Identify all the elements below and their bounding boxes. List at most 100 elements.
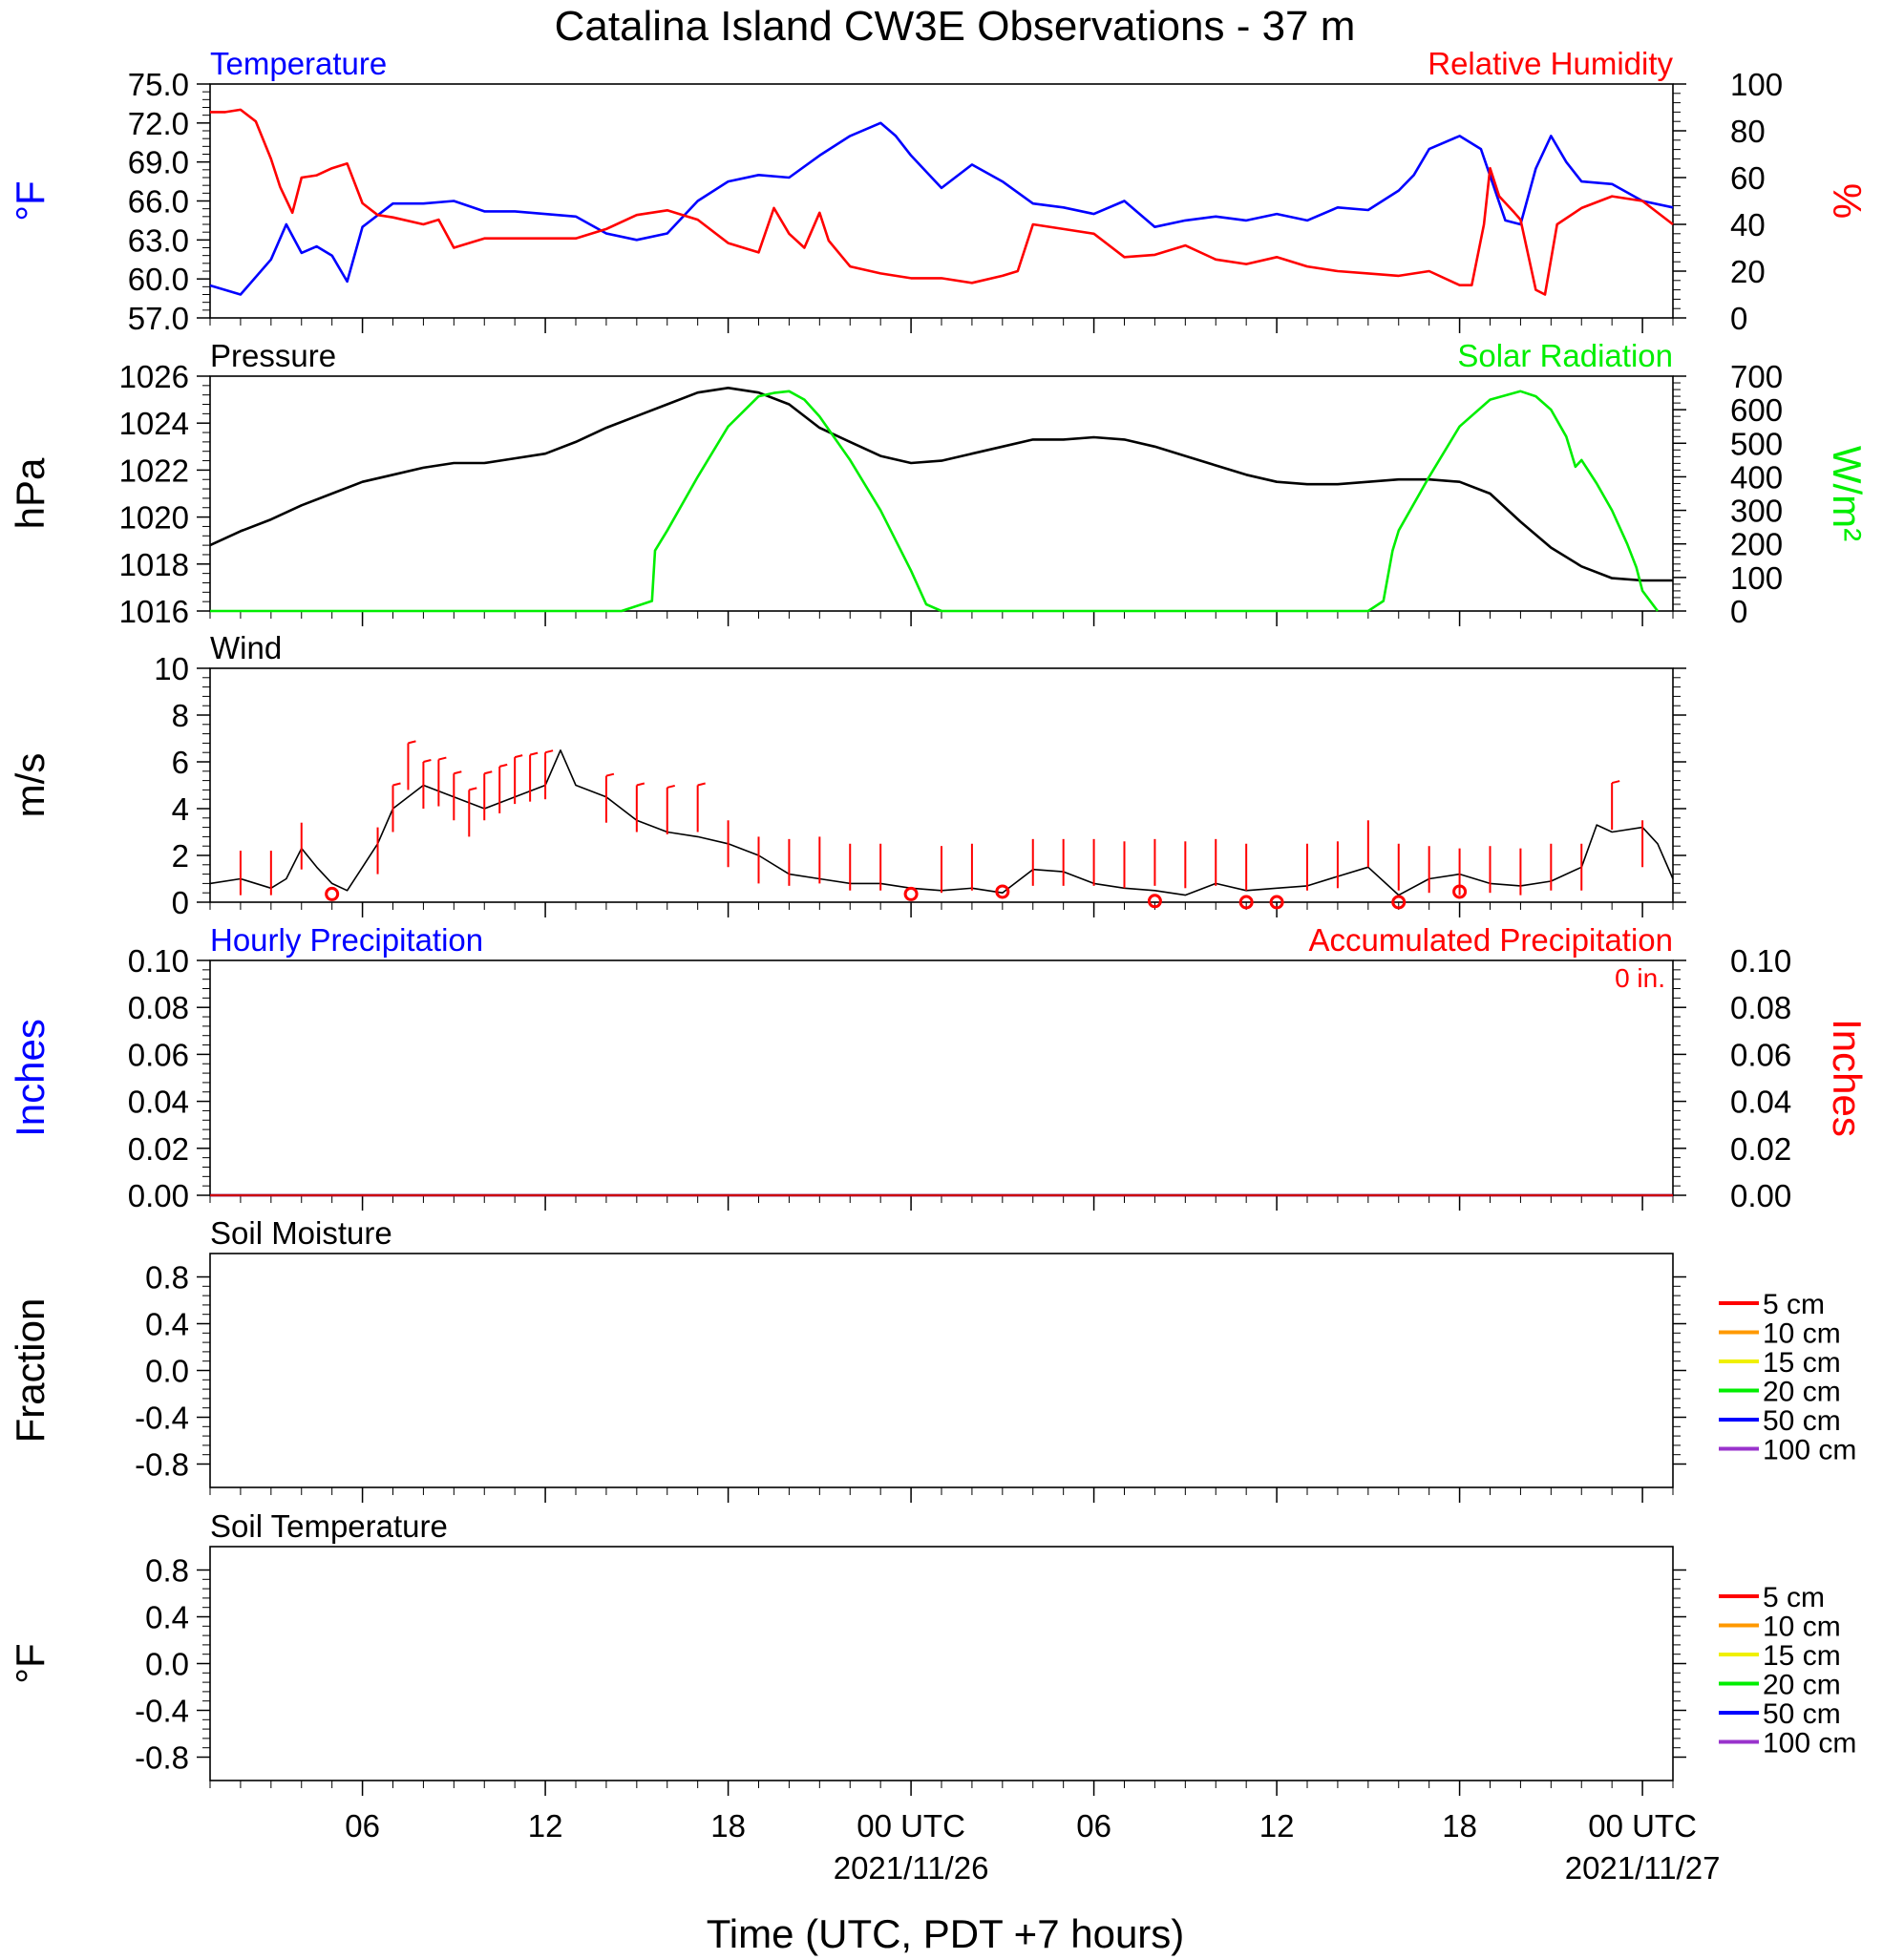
series-line-pressure [209, 386, 1673, 582]
y-tick-label-left: -0.4 [135, 1401, 189, 1436]
legend-label: 15 cm [1763, 1347, 1841, 1379]
panel-title-left: Pressure [210, 338, 336, 373]
y-tick-label-right: 0.00 [1730, 1178, 1791, 1213]
y-axis-title-left: Inches [8, 1019, 53, 1137]
calm-marker [1269, 895, 1284, 910]
wind-gust-flag [438, 756, 447, 761]
y-tick-label-left: 1022 [119, 453, 189, 488]
y-tick-label-left: 1020 [119, 500, 189, 536]
y-tick-label-right: 200 [1730, 527, 1783, 562]
x-tick-label: 00 UTC [857, 1808, 965, 1844]
y-tick-label-right: 300 [1730, 494, 1783, 529]
x-tick-date-label: 2021/11/26 [834, 1850, 989, 1886]
y-axis-title-right: Inches [1825, 1019, 1870, 1137]
y-tick-label-left: 69.0 [128, 145, 189, 180]
y-tick-label-right: 100 [1730, 67, 1783, 102]
y-tick-label-left: 0.4 [145, 1307, 189, 1342]
wind-gust-flag [423, 759, 432, 763]
wind-gust-flag [498, 763, 508, 768]
y-tick-label-left: 4 [172, 791, 189, 827]
y-tick-label-left: 0.4 [145, 1600, 189, 1635]
panel-title-right: Accumulated Precipitation [1308, 922, 1673, 958]
y-tick-label-left: 72.0 [128, 106, 189, 141]
wind-gust-flag [636, 782, 645, 787]
y-tick-label-right: 700 [1730, 359, 1783, 394]
y-tick-label-right: 0.06 [1730, 1037, 1791, 1072]
panel-temperature-humidity: 57.0 60.0 63.066.0 69.0 72.0 75.0 0 20 40 60 80 100… [8, 46, 1870, 336]
wind-gust-flag [544, 749, 554, 754]
panel-title-left: Temperature [210, 46, 387, 81]
y-tick-label-right: 20 [1730, 254, 1766, 289]
y-tick-label-left: -0.8 [135, 1447, 189, 1483]
legend-label: 100 cm [1763, 1435, 1856, 1466]
wind-gust-flag [469, 787, 477, 791]
x-tick-label: 18 [710, 1808, 746, 1844]
legend-label: 10 cm [1763, 1612, 1841, 1643]
y-tick-label-left: 2 [172, 838, 189, 874]
y-tick-label-left: 6 [172, 745, 189, 780]
legend-label: 20 cm [1763, 1377, 1841, 1408]
y-tick-label-right: 100 [1730, 560, 1783, 596]
y-tick-label-left: 8 [172, 698, 189, 733]
y-axis-title-right: W/m² [1825, 446, 1870, 541]
chart-title: Catalina Island CW3E Observations - 37 m [555, 3, 1356, 50]
y-tick-label-left: 0.06 [128, 1037, 189, 1072]
wind-gust-flag [484, 770, 493, 775]
y-tick-label-right: 500 [1730, 426, 1783, 461]
x-tick-label: 06 [1076, 1808, 1111, 1844]
y-tick-label-left: -0.8 [135, 1740, 189, 1776]
y-axis-title-right: % [1825, 183, 1870, 219]
calm-marker [903, 886, 919, 901]
y-tick-label-left: 1018 [119, 547, 189, 582]
panel-soil-moisture: -0.8 -0.4 0.0 0.4 0.8 Soil Moisture Fraction 5 … [8, 1215, 1856, 1503]
calm-marker [1452, 884, 1468, 899]
calm-marker [325, 886, 340, 901]
legend-label: 5 cm [1763, 1582, 1825, 1613]
y-axis-title-left: Fraction [8, 1298, 53, 1444]
series-line-wind-speed [209, 748, 1674, 896]
y-tick-label-right: 0.08 [1730, 990, 1791, 1025]
wind-gust-flag [514, 754, 523, 759]
x-axis-title: Time (UTC, PDT +7 hours) [707, 1911, 1185, 1956]
y-tick-label-right: 80 [1730, 114, 1766, 149]
y-tick-label-left: 0 [172, 885, 189, 920]
y-tick-label-left: 1016 [119, 594, 189, 629]
y-tick-label-right: 0.04 [1730, 1085, 1791, 1120]
panel-title-left: Soil Temperature [210, 1508, 448, 1544]
wind-gust-flag [392, 782, 401, 787]
y-axis-title-left: °F [8, 1643, 53, 1683]
x-tick-label: 00 UTC [1588, 1808, 1697, 1844]
y-tick-label-left: 1024 [119, 406, 189, 441]
legend-label: 100 cm [1763, 1728, 1856, 1760]
y-tick-label-left: 10 [154, 651, 189, 686]
wind-gust-flag [454, 770, 462, 775]
y-tick-label-left: 63.0 [128, 222, 189, 258]
panel-pressure-solar: 1016 1018 1020 1022 1024 1026 0100200300400500… [8, 338, 1870, 629]
calm-marker [1238, 895, 1254, 910]
y-tick-label-left: 1026 [119, 359, 189, 394]
y-tick-label-left: 0.04 [128, 1085, 189, 1120]
legend-label: 50 cm [1763, 1405, 1841, 1437]
y-tick-label-left: 57.0 [128, 301, 189, 336]
y-tick-label-right: 0 [1730, 301, 1747, 336]
wind-gust-flag [697, 782, 706, 787]
panel-title-left: Hourly Precipitation [210, 922, 483, 958]
y-tick-label-right: 600 [1730, 392, 1783, 428]
calm-marker [1391, 895, 1407, 910]
calm-marker [1147, 894, 1162, 909]
y-tick-label-left: 60.0 [128, 262, 189, 297]
x-tick-label: 12 [1259, 1808, 1295, 1844]
legend-label: 50 cm [1763, 1698, 1841, 1730]
series-line-relative-humidity [210, 108, 1674, 296]
y-tick-label-right: 40 [1730, 207, 1766, 242]
x-tick-label: 06 [345, 1808, 380, 1844]
y-tick-label-left: 0.00 [128, 1178, 189, 1213]
wind-gust-flag [408, 740, 416, 745]
wind-gust-flag [605, 772, 615, 777]
legend-label: 5 cm [1763, 1289, 1825, 1320]
wind-gust-flag [666, 784, 675, 789]
y-tick-label-right: 0.10 [1730, 943, 1791, 979]
